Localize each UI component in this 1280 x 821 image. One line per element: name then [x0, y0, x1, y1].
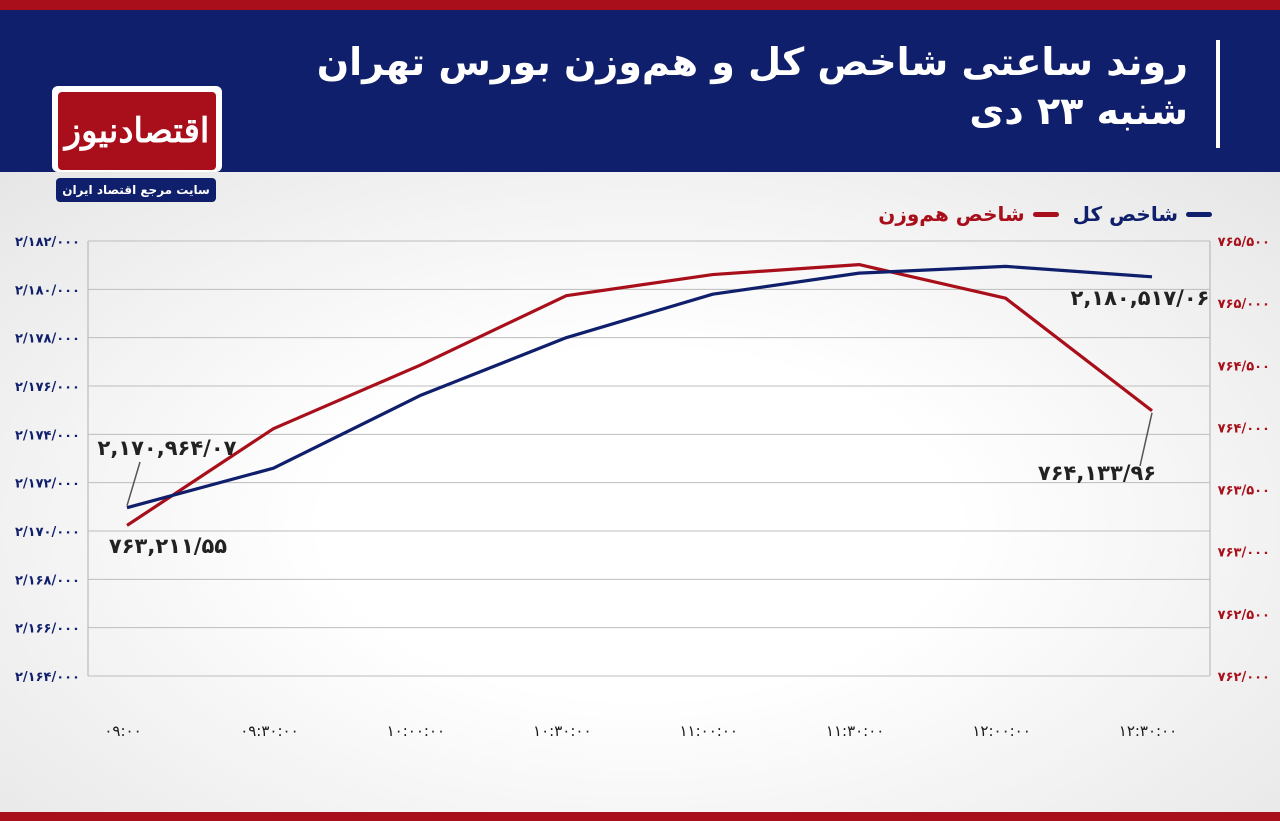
y-right-tick-label: ۷۶۲/۰۰۰ [1218, 670, 1270, 685]
top-accent-stripe [0, 0, 1280, 10]
x-tick-label: ۱۱:۳۰:۰۰ [826, 722, 884, 740]
logo-tagline: سایت مرجع اقتصاد ایران [56, 178, 216, 202]
chart-subtitle: شنبه ۲۳ دی [969, 89, 1188, 133]
y-right-tick-label: ۷۶۳/۰۰۰ [1218, 546, 1270, 561]
annotation-leader-total-start [126, 461, 141, 506]
legend: شاخص هم‌وزن شاخص کل [878, 198, 1212, 230]
legend-label-total: شاخص کل [1072, 202, 1178, 226]
legend-swatch-total [1186, 211, 1212, 217]
series-line-total [126, 264, 1153, 510]
annotation-leader-equal-weight-end [1139, 412, 1153, 467]
y-left-tick-label: ۲/۱۸۰/۰۰۰ [15, 283, 80, 298]
y-right-tick-label: ۷۶۵/۰۰۰ [1218, 297, 1270, 312]
annotation-equal-weight-start: ۷۶۳,۲۱۱/۵۵ [109, 534, 227, 558]
y-left-tick-label: ۲/۱۷۰/۰۰۰ [15, 525, 80, 540]
y-left-tick-label: ۲/۱۷۸/۰۰۰ [15, 332, 80, 347]
y-left-tick-label: ۲/۱۷۴/۰۰۰ [15, 428, 80, 443]
legend-item-total: شاخص کل [1073, 202, 1212, 226]
x-tick-label: ۱۱:۰۰:۰۰ [679, 722, 737, 740]
y-right-tick-label: ۷۶۲/۵۰۰ [1218, 608, 1270, 623]
y-left-tick-label: ۲/۱۶۶/۰۰۰ [15, 622, 80, 637]
bottom-accent-stripe [0, 812, 1280, 821]
y-left-tick-label: ۲/۱۶۸/۰۰۰ [15, 573, 80, 588]
x-tick-label: ۱۲:۰۰:۰۰ [972, 722, 1030, 740]
x-tick-label: ۱۰:۳۰:۰۰ [533, 722, 591, 740]
logo-wordmark: اقتصادنیوز [58, 92, 216, 170]
header-divider [1216, 40, 1220, 148]
x-tick-label: ۰۹:۳۰:۰۰ [240, 722, 298, 740]
y-left-tick-label: ۲/۱۷۲/۰۰۰ [15, 477, 80, 492]
legend-swatch-equal-weight [1032, 211, 1059, 217]
y-right-tick-label: ۷۶۴/۰۰۰ [1218, 421, 1270, 436]
y-left-tick-label: ۲/۱۷۶/۰۰۰ [15, 380, 80, 395]
y-right-tick-label: ۷۶۴/۵۰۰ [1218, 359, 1270, 374]
x-tick-label: ۰۹:۰۰ [104, 722, 141, 740]
annotation-equal-weight-end: ۷۶۴,۱۳۳/۹۶ [1038, 461, 1156, 485]
logo: اقتصادنیوز [52, 86, 222, 172]
series-line-equal-weight [126, 263, 1153, 527]
annotation-total-start: ۲,۱۷۰,۹۶۴/۰۷ [98, 436, 237, 460]
y-left-tick-label: ۲/۱۸۲/۰۰۰ [15, 235, 80, 250]
y-right-tick-label: ۷۶۵/۵۰۰ [1218, 235, 1270, 250]
legend-item-equal-weight: شاخص هم‌وزن [878, 202, 1059, 226]
y-left-tick-label: ۲/۱۶۴/۰۰۰ [15, 670, 80, 685]
x-tick-label: ۱۲:۳۰:۰۰ [1119, 722, 1177, 740]
annotation-total-end: ۲,۱۸۰,۵۱۷/۰۶ [1071, 286, 1210, 310]
legend-label-equal-weight: شاخص هم‌وزن [878, 202, 1025, 226]
chart-background [0, 172, 1280, 812]
chart-title: روند ساعتی شاخص کل و هم‌وزن بورس تهران [316, 40, 1188, 84]
y-right-tick-label: ۷۶۳/۵۰۰ [1218, 484, 1270, 499]
x-tick-label: ۱۰:۰۰:۰۰ [387, 722, 445, 740]
